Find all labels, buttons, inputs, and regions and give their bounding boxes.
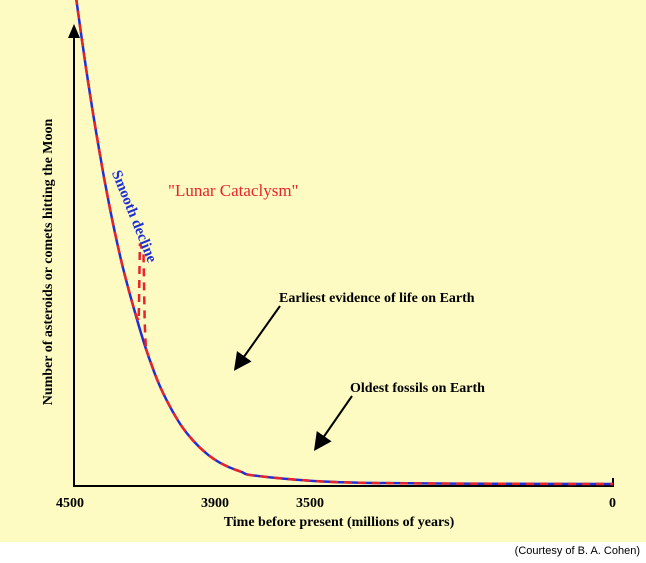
annotation-oldest-fossils: Oldest fossils on Earth [350,381,485,396]
y-axis-arrow-icon [68,24,80,38]
x-tick-label-4500: 4500 [56,496,84,511]
arrow-oldest-fossils [313,395,353,451]
annotation-lunar-cataclysm: "Lunar Cataclysm" [168,181,298,200]
x-tick-label-3900: 3900 [201,496,229,511]
y-axis-title: Number of asteroids or comets hitting th… [41,118,56,405]
annotation-smooth-decline: Smooth decline [108,168,160,265]
series-line-lunar-cataclysm [75,0,614,486]
arrow-earliest-life [233,305,281,371]
series-line-smooth-decline [75,0,614,486]
image-credit: (Courtesy of B. A. Cohen) [514,545,640,557]
x-axis-title: Time before present (millions of years) [224,515,455,530]
lunar-impact-chart: 4500 3900 3500 0 Time before present (mi… [41,0,616,530]
annotation-earliest-life: Earliest evidence of life on Earth [279,291,475,306]
x-tick-label-3500: 3500 [296,496,324,511]
x-tick-label-0: 0 [609,496,616,511]
